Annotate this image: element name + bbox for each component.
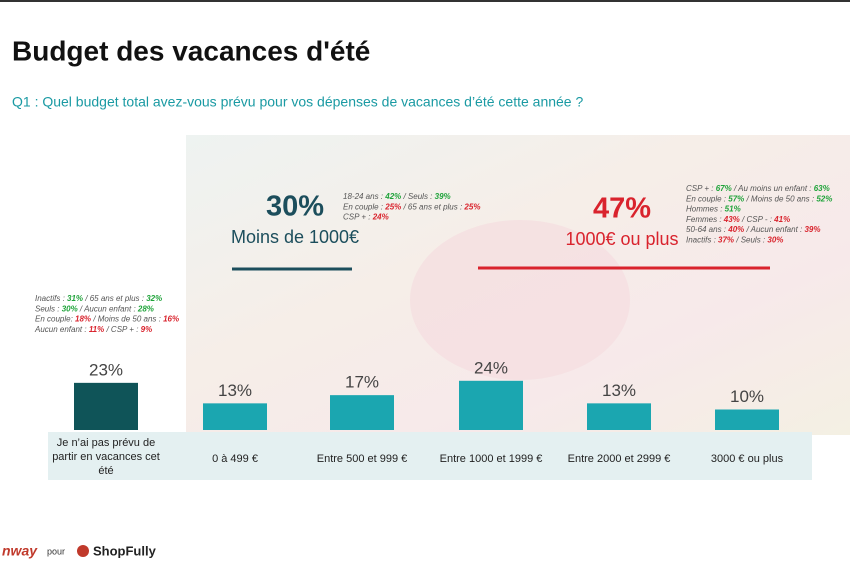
category-label: 3000 € ou plus <box>710 453 784 465</box>
annotation-text: / Au moins un enfant : <box>732 184 814 193</box>
annotation-line: En couple: 18% / Moins de 50 ans : 16% <box>35 315 179 324</box>
summary-value: 47% <box>593 193 651 225</box>
annotation-value: 67% <box>716 184 732 193</box>
annotation-line: Aucun enfant : 11% / CSP + : 9% <box>34 325 152 334</box>
bar <box>715 409 779 430</box>
annotation-text: Hommes : <box>686 205 725 214</box>
annotation-line: 50-64 ans : 40% / Aucun enfant : 39% <box>686 225 820 234</box>
annotation-value: 43% <box>723 215 740 224</box>
shopfully-icon <box>77 545 89 557</box>
annotation-value: 9% <box>141 325 153 334</box>
annotation-value: 16% <box>163 315 179 324</box>
annotation-text: Seuls : <box>35 304 62 313</box>
value-label: 23% <box>89 360 123 379</box>
annotation-text: / 65 ans et plus : <box>401 202 464 211</box>
annotation-text: Femmes : <box>686 215 724 224</box>
annotation-text: En couple: <box>35 315 75 324</box>
annotation-value: 24% <box>372 213 389 222</box>
summary-caption: 1000€ ou plus <box>565 229 678 249</box>
annotation-line: Hommes : 51% <box>686 205 741 214</box>
annotation-value: 31% <box>67 294 83 303</box>
annotation-text: En couple : <box>343 202 385 211</box>
subtitle: Q1 : Quel budget total avez-vous prévu p… <box>12 94 583 110</box>
annotation-text: / 65 ans et plus : <box>83 294 146 303</box>
annotation-text: Inactifs : <box>35 294 67 303</box>
annotation-text: / CSP + : <box>104 325 140 334</box>
annotation-text: / Seuls : <box>734 236 767 245</box>
value-label: 13% <box>602 381 636 400</box>
annotation-text: Aucun enfant : <box>34 325 89 334</box>
footer-logo: nway <box>2 543 38 559</box>
annotation-value: 11% <box>89 325 104 334</box>
category-label: Je n’ai pas prévu de partir en vacances … <box>52 437 160 477</box>
annotation-line: 18-24 ans : 42% / Seuls : 39% <box>343 192 451 201</box>
annotation-value: 51% <box>725 205 741 214</box>
annotation-value: 30% <box>62 304 78 313</box>
bar <box>203 403 267 430</box>
annotation-value: 30% <box>767 236 783 245</box>
value-label: 24% <box>474 358 508 377</box>
annotation-value: 28% <box>137 304 154 313</box>
summary-value: 30% <box>266 191 324 223</box>
value-label: 13% <box>218 381 252 400</box>
category-strip <box>48 432 812 480</box>
annotation-line: Inactifs : 31% / 65 ans et plus : 32% <box>35 294 162 303</box>
title: Budget des vacances d'été <box>12 35 370 66</box>
bar <box>74 382 138 430</box>
annotation-value: 41% <box>773 215 790 224</box>
bar <box>330 395 394 430</box>
annotation-text: CSP + : <box>343 213 373 222</box>
annotation-text: / Aucun enfant : <box>78 304 138 313</box>
annotation-line: En couple : 25% / 65 ans et plus : 25% <box>343 202 480 211</box>
annotation-value: 39% <box>804 225 820 234</box>
annotation-text: / Seuls : <box>401 192 434 201</box>
annotation-line: CSP + : 24% <box>343 213 389 222</box>
annotation-value: 18% <box>75 315 91 324</box>
bar <box>459 380 523 430</box>
photo-shape <box>410 220 630 380</box>
summary-caption: Moins de 1000€ <box>231 227 359 247</box>
annotation-value: 37% <box>718 236 734 245</box>
annotation-line: En couple : 57% / Moins de 50 ans : 52% <box>686 194 832 203</box>
annotation-text: / Moins de 50 ans : <box>91 315 163 324</box>
footer-logo: ShopFully <box>93 543 157 558</box>
annotation-text: CSP + : <box>686 184 716 193</box>
annotation-line: Femmes : 43% / CSP - : 41% <box>686 215 790 224</box>
annotation-text: Inactifs : <box>686 236 718 245</box>
category-label: Entre 1000 et 1999 € <box>439 453 543 465</box>
annotation-text: En couple : <box>686 194 728 203</box>
annotation-value: 63% <box>814 184 830 193</box>
annotation-value: 42% <box>384 192 401 201</box>
footer-text: pour <box>47 546 65 556</box>
bar <box>587 403 651 430</box>
annotation-value: 40% <box>727 225 744 234</box>
annotation-text: / CSP - : <box>740 215 774 224</box>
annotation-value: 57% <box>728 194 744 203</box>
annotation-value: 39% <box>435 192 451 201</box>
value-label: 10% <box>730 387 764 406</box>
annotation-line: CSP + : 67% / Au moins un enfant : 63% <box>686 184 830 193</box>
annotation-text: / Aucun enfant : <box>744 225 804 234</box>
annotation-line: Inactifs : 37% / Seuls : 30% <box>686 236 783 245</box>
annotation-value: 52% <box>816 194 832 203</box>
annotation-line: Seuls : 30% / Aucun enfant : 28% <box>35 304 154 313</box>
annotation-value: 25% <box>463 202 480 211</box>
annotation-text: / Moins de 50 ans : <box>744 194 816 203</box>
value-label: 17% <box>345 373 379 392</box>
annotation-text: 50-64 ans : <box>686 225 728 234</box>
category-label: Entre 2000 et 2999 € <box>567 453 671 465</box>
category-label: Entre 500 et 999 € <box>316 453 408 465</box>
category-label: 0 à 499 € <box>212 453 258 465</box>
annotation-text: 18-24 ans : <box>343 192 385 201</box>
annotation-value: 25% <box>384 202 401 211</box>
annotation-value: 32% <box>146 294 162 303</box>
